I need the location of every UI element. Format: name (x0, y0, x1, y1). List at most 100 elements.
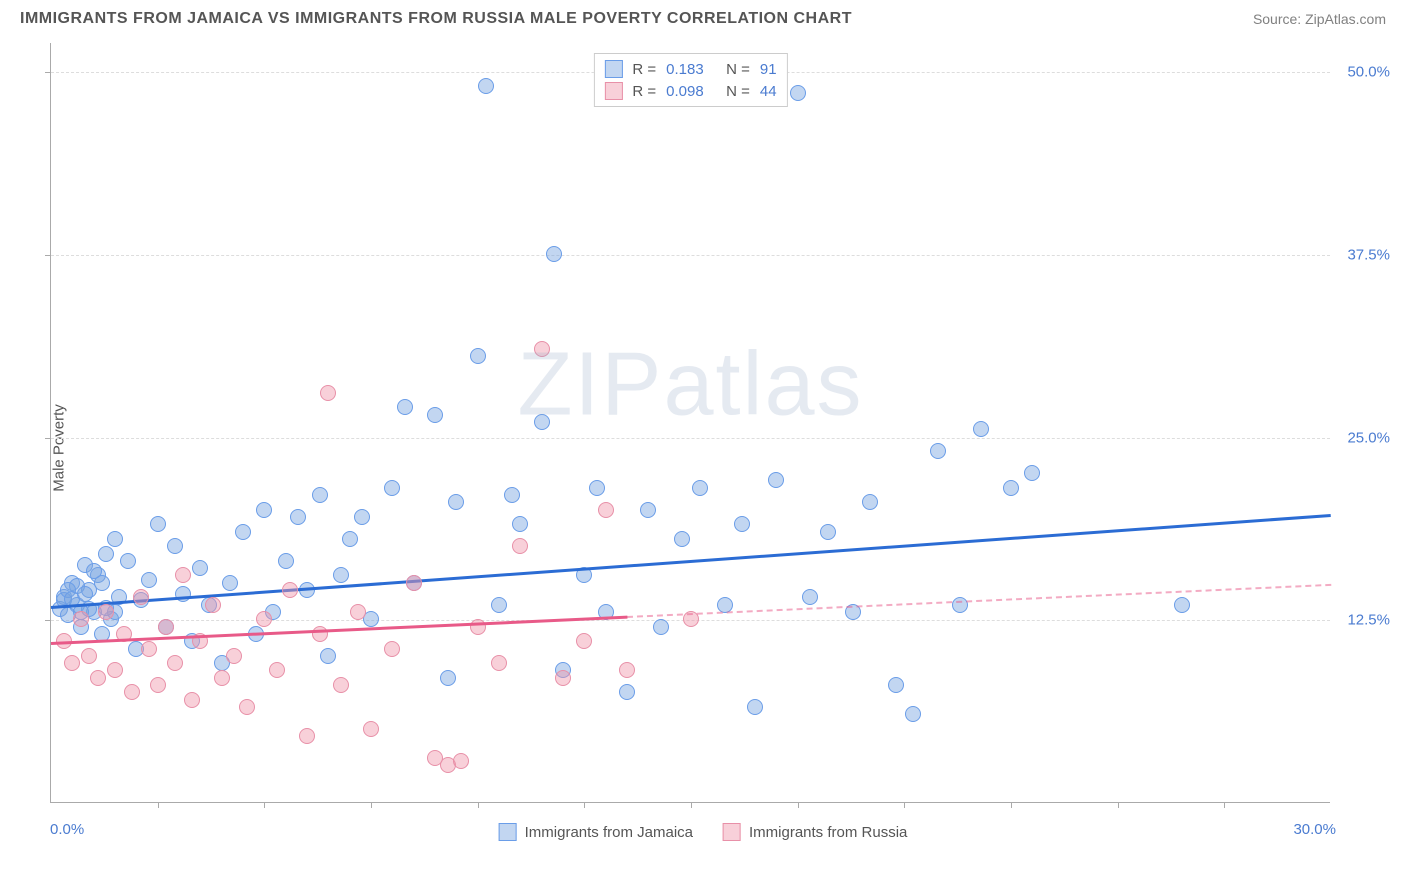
y-tick (45, 620, 51, 621)
scatter-point (256, 611, 272, 627)
scatter-point (141, 641, 157, 657)
scatter-point (478, 78, 494, 94)
scatter-point (397, 399, 413, 415)
scatter-point (1174, 597, 1190, 613)
plot-area: ZIPatlas R =0.183N =91R =0.098N =44 12.5… (50, 43, 1330, 803)
scatter-point (192, 560, 208, 576)
legend-swatch (499, 823, 517, 841)
scatter-point (534, 341, 550, 357)
scatter-point (86, 563, 102, 579)
legend-bottom-item: Immigrants from Russia (723, 823, 907, 841)
y-tick (45, 255, 51, 256)
scatter-point (175, 586, 191, 602)
x-axis-max-label: 30.0% (1293, 821, 1336, 838)
legend-bottom-label: Immigrants from Jamaica (525, 824, 693, 841)
x-tick (691, 802, 692, 808)
scatter-point (555, 670, 571, 686)
scatter-point (546, 246, 562, 262)
x-tick (371, 802, 372, 808)
x-tick (478, 802, 479, 808)
legend-r-label: R = (632, 61, 656, 78)
legend-swatch (604, 60, 622, 78)
scatter-point (589, 480, 605, 496)
scatter-point (470, 348, 486, 364)
legend-r-value: 0.183 (666, 61, 716, 78)
scatter-point (205, 597, 221, 613)
scatter-point (214, 670, 230, 686)
scatter-point (653, 619, 669, 635)
scatter-point (312, 487, 328, 503)
scatter-point (107, 531, 123, 547)
scatter-point (491, 655, 507, 671)
scatter-point (167, 538, 183, 554)
chart-container: Male Poverty ZIPatlas R =0.183N =91R =0.… (0, 33, 1406, 863)
scatter-point (81, 648, 97, 664)
scatter-point (282, 582, 298, 598)
y-tick-label: 25.0% (1347, 429, 1390, 446)
scatter-point (239, 699, 255, 715)
scatter-point (333, 677, 349, 693)
scatter-point (333, 567, 349, 583)
scatter-point (278, 553, 294, 569)
legend-bottom: Immigrants from Jamaica Immigrants from R… (499, 823, 908, 841)
scatter-point (384, 480, 400, 496)
x-tick (584, 802, 585, 808)
grid-line (51, 255, 1330, 256)
scatter-point (440, 670, 456, 686)
scatter-point (354, 509, 370, 525)
legend-n-label: N = (726, 83, 750, 100)
legend-row: R =0.098N =44 (604, 80, 776, 102)
y-tick-label: 12.5% (1347, 612, 1390, 629)
scatter-point (862, 494, 878, 510)
scatter-point (453, 753, 469, 769)
watermark: ZIPatlas (517, 333, 863, 436)
scatter-point (120, 553, 136, 569)
x-tick (264, 802, 265, 808)
x-tick (904, 802, 905, 808)
scatter-point (73, 611, 89, 627)
scatter-point (802, 589, 818, 605)
scatter-point (290, 509, 306, 525)
scatter-point (470, 619, 486, 635)
scatter-point (888, 677, 904, 693)
source-label: Source: ZipAtlas.com (1253, 11, 1386, 27)
y-tick (45, 438, 51, 439)
scatter-point (107, 662, 123, 678)
scatter-point (905, 706, 921, 722)
x-tick (1224, 802, 1225, 808)
y-tick (45, 72, 51, 73)
scatter-point (504, 487, 520, 503)
legend-swatch (604, 82, 622, 100)
scatter-point (1003, 480, 1019, 496)
y-tick-label: 37.5% (1347, 246, 1390, 263)
scatter-point (133, 589, 149, 605)
scatter-point (619, 662, 635, 678)
scatter-point (640, 502, 656, 518)
scatter-point (534, 414, 550, 430)
legend-n-value: 91 (760, 61, 777, 78)
scatter-point (930, 443, 946, 459)
scatter-point (790, 85, 806, 101)
chart-title: IMMIGRANTS FROM JAMAICA VS IMMIGRANTS FR… (20, 10, 852, 28)
x-tick (158, 802, 159, 808)
scatter-point (141, 572, 157, 588)
scatter-point (1024, 465, 1040, 481)
scatter-point (406, 575, 422, 591)
scatter-point (952, 597, 968, 613)
legend-r-value: 0.098 (666, 83, 716, 100)
scatter-point (167, 655, 183, 671)
scatter-point (692, 480, 708, 496)
scatter-point (175, 567, 191, 583)
scatter-point (150, 677, 166, 693)
legend-n-value: 44 (760, 83, 777, 100)
scatter-point (427, 407, 443, 423)
scatter-point (299, 728, 315, 744)
scatter-point (576, 633, 592, 649)
x-axis-min-label: 0.0% (50, 821, 84, 838)
y-tick-label: 50.0% (1347, 64, 1390, 81)
scatter-point (491, 597, 507, 613)
scatter-point (124, 684, 140, 700)
scatter-point (674, 531, 690, 547)
scatter-point (320, 648, 336, 664)
scatter-point (77, 586, 93, 602)
